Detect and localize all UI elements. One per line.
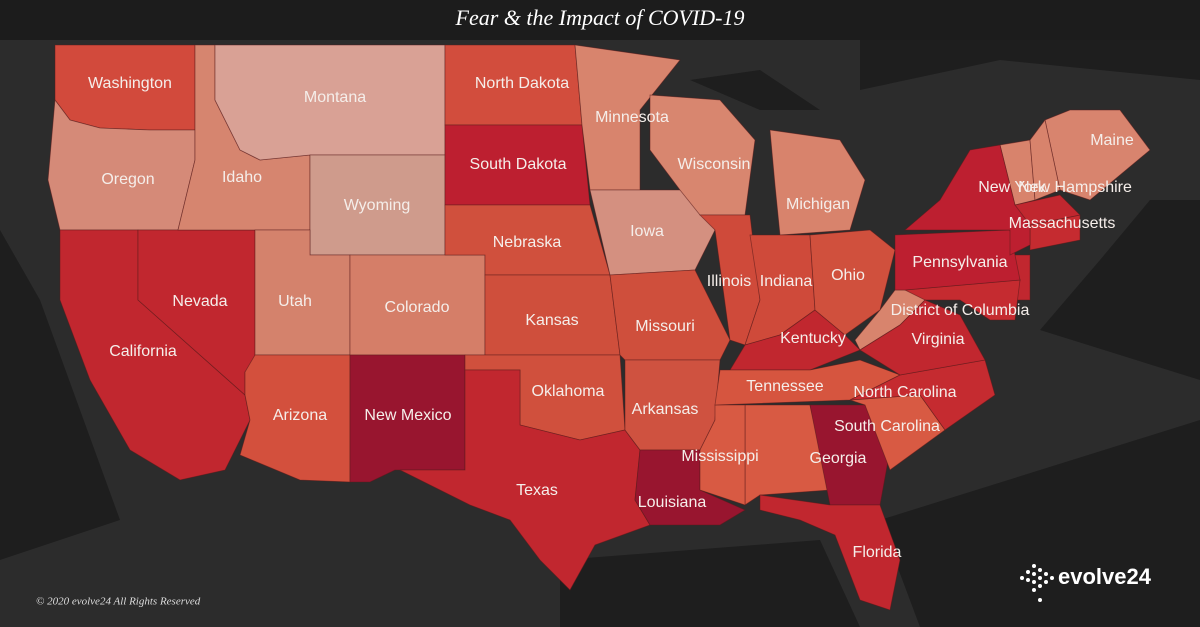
state-label: Michigan bbox=[786, 196, 850, 213]
state-label: District of Columbia bbox=[891, 302, 1030, 319]
state-label: Missouri bbox=[635, 318, 695, 335]
state-label: Arizona bbox=[273, 407, 327, 424]
state-label: Florida bbox=[853, 544, 902, 561]
state-label: Washington bbox=[88, 75, 172, 92]
state-label: Louisiana bbox=[638, 494, 707, 511]
state-label: Tennessee bbox=[746, 378, 823, 395]
state-label: Kentucky bbox=[780, 330, 846, 347]
state-label: South Dakota bbox=[470, 156, 567, 173]
state-label: Montana bbox=[304, 89, 366, 106]
state-label: Ohio bbox=[831, 267, 865, 284]
state-shape bbox=[859, 299, 986, 376]
state-label: Pennsylvania bbox=[912, 254, 1007, 271]
state-shape bbox=[399, 369, 651, 591]
title: Fear & the Impact of COVID-19 bbox=[455, 5, 745, 30]
state-shape bbox=[699, 404, 746, 506]
state-label: Oklahoma bbox=[532, 383, 605, 400]
state-label: Nebraska bbox=[493, 234, 562, 251]
logo: evolve24 bbox=[1058, 564, 1152, 589]
state-shape bbox=[1029, 119, 1061, 201]
title-band bbox=[0, 0, 1200, 40]
state-label: New Mexico bbox=[364, 407, 451, 424]
state-label: Minnesota bbox=[595, 109, 669, 126]
copyright: © 2020 evolve24 All Rights Reserved bbox=[36, 596, 201, 608]
state-label: Wyoming bbox=[344, 197, 411, 214]
state-label: Colorado bbox=[385, 299, 450, 316]
state-label: Iowa bbox=[630, 223, 664, 240]
state-label: Idaho bbox=[222, 169, 262, 186]
state-label: South Carolina bbox=[834, 418, 940, 435]
state-label: Mississippi bbox=[681, 448, 758, 465]
state-label: Oregon bbox=[101, 171, 154, 188]
state-shape bbox=[759, 494, 901, 611]
state-shape bbox=[809, 404, 891, 506]
state-label: New Hampshire bbox=[1018, 179, 1132, 196]
state-label: Utah bbox=[278, 293, 312, 310]
state-label: Georgia bbox=[810, 450, 867, 467]
state-label: Arkansas bbox=[632, 401, 699, 418]
logo-icon bbox=[1020, 564, 1054, 602]
state-shape bbox=[769, 129, 866, 236]
water bbox=[0, 40, 1200, 627]
state-label: Nevada bbox=[172, 293, 227, 310]
state-label: Massachusetts bbox=[1009, 215, 1116, 232]
state-label: North Carolina bbox=[853, 384, 956, 401]
state-label: California bbox=[109, 343, 177, 360]
state-shape bbox=[809, 229, 896, 336]
labels: Washington Oregon California Nevada Idaho Mon… bbox=[88, 75, 1134, 561]
state-shape bbox=[894, 229, 1021, 291]
state-label: Wisconsin bbox=[678, 156, 751, 173]
state-label: Virginia bbox=[911, 331, 964, 348]
state-shape bbox=[1014, 194, 1081, 226]
state-label: Indiana bbox=[760, 273, 813, 290]
state-label: Texas bbox=[516, 482, 558, 499]
states bbox=[47, 44, 1151, 611]
state-label: New York bbox=[978, 179, 1047, 196]
state-label: North Dakota bbox=[475, 75, 569, 92]
state-label: Maine bbox=[1090, 132, 1134, 149]
state-label: Illinois bbox=[707, 273, 751, 290]
state-label: Kansas bbox=[525, 312, 578, 329]
